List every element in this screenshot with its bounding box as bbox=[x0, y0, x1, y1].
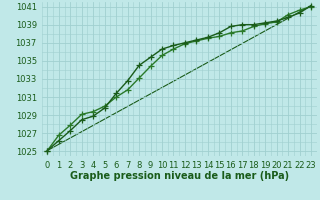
X-axis label: Graphe pression niveau de la mer (hPa): Graphe pression niveau de la mer (hPa) bbox=[70, 171, 289, 181]
